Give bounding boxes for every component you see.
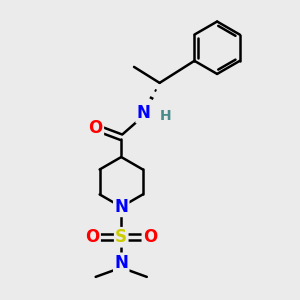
Text: N: N bbox=[114, 254, 128, 272]
Text: N: N bbox=[137, 104, 151, 122]
Text: O: O bbox=[143, 228, 157, 246]
Text: H: H bbox=[160, 109, 172, 123]
Text: O: O bbox=[88, 118, 103, 136]
Text: N: N bbox=[114, 198, 128, 216]
Text: O: O bbox=[85, 228, 100, 246]
Text: S: S bbox=[115, 228, 127, 246]
